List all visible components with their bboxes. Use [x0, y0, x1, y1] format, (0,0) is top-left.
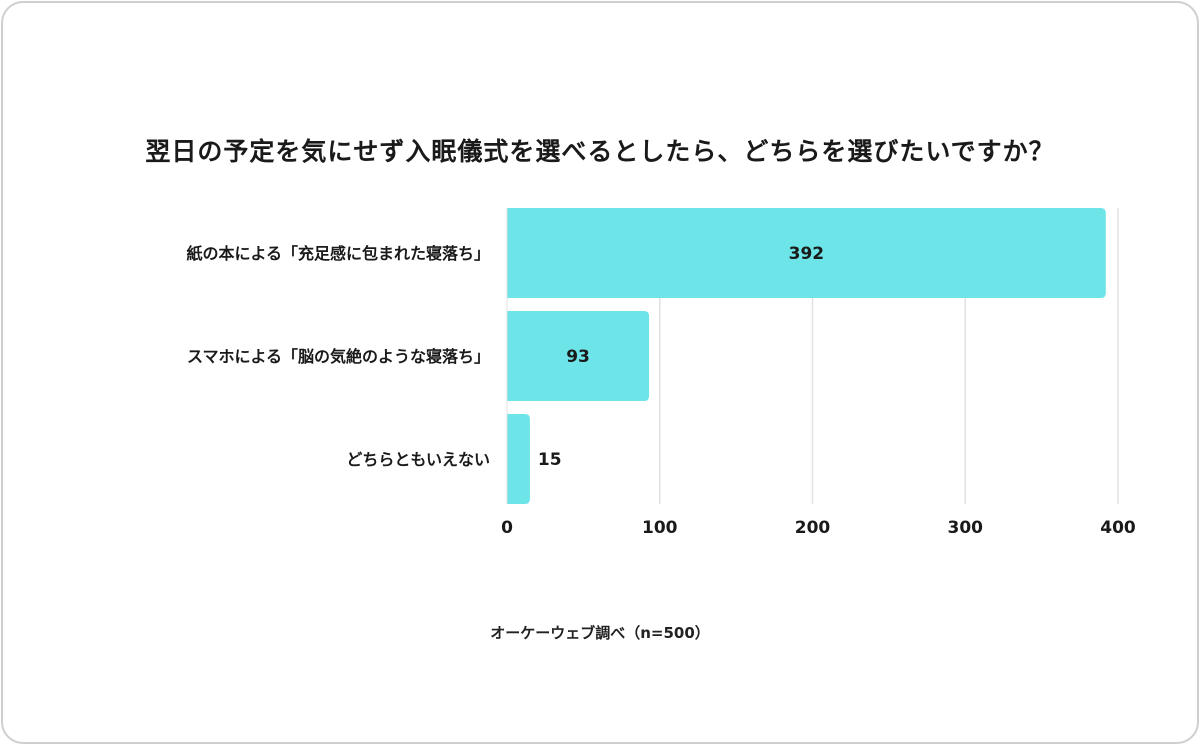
source-note: オーケーウェブ調べ（n=500）: [490, 624, 710, 642]
data-label: 392: [789, 244, 825, 264]
category-label: どちらともいえない: [346, 450, 490, 469]
chart-title: 翌日の予定を気にせず入眠儀式を選べるとしたら、どちらを選びたいですか？: [145, 137, 1055, 166]
x-tick-label: 400: [1100, 518, 1136, 538]
data-label: 93: [566, 347, 590, 367]
bar: [507, 311, 650, 401]
data-label: 15: [538, 450, 562, 470]
x-tick-label: 300: [948, 518, 984, 538]
category-label: 紙の本による「充足感に包まれた寝落ち」: [186, 244, 490, 263]
category-label: スマホによる「脳の気絶のような寝落ち」: [187, 347, 490, 366]
x-tick-label: 200: [795, 518, 831, 538]
x-tick-label: 100: [642, 518, 678, 538]
x-tick-label: 0: [501, 518, 513, 538]
bar: [507, 414, 530, 504]
bar: [507, 208, 1106, 298]
